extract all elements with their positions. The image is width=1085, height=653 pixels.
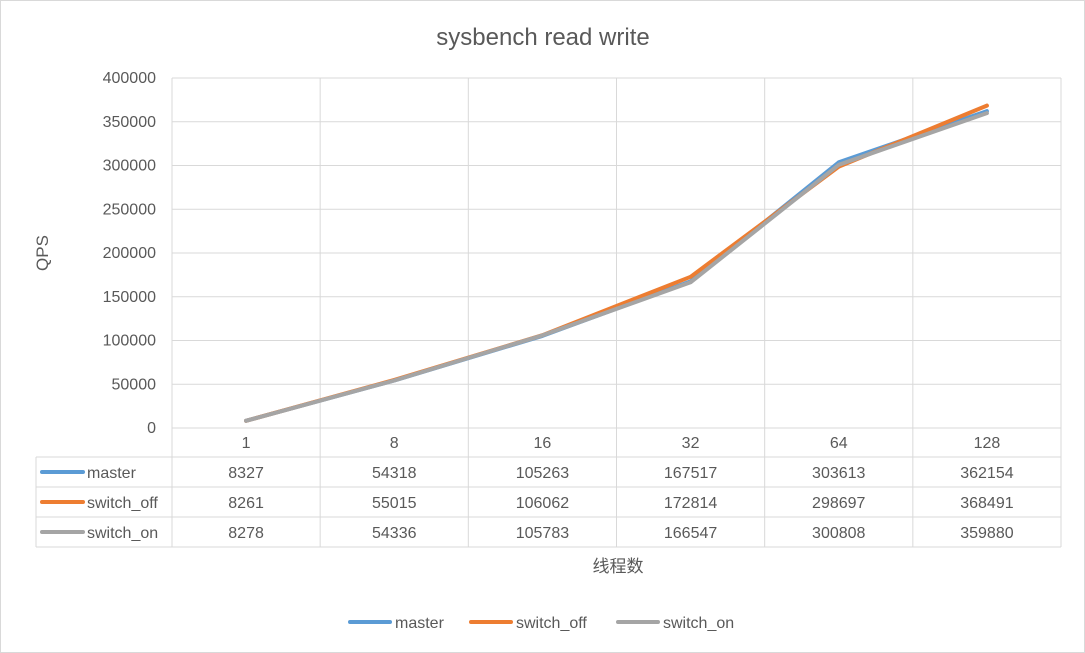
y-tick-label: 50000 [112,376,157,393]
data-table-value: 167517 [664,465,717,482]
table-series-name: switch_off [87,495,158,512]
data-table-value: 105783 [516,525,569,542]
data-point-switch_on [836,162,841,167]
data-table-value: 8261 [228,495,264,512]
x-tick-label: 8 [390,435,399,452]
data-point-switch_on [244,418,248,423]
data-table-value: 106062 [516,495,569,512]
y-tick-label: 300000 [103,158,156,175]
y-tick-label: 400000 [103,70,156,87]
data-point-switch_off [688,274,693,279]
data-table-value: 303613 [812,465,865,482]
data-table-value: 298697 [812,495,865,512]
y-axis-ticks: 0 50000 100000 150000 200000 250000 300000 3500… [103,70,156,437]
x-tick-label: 128 [974,435,1001,452]
data-table-value: 166547 [664,525,717,542]
x-tick-label: 32 [682,435,700,452]
y-tick-label: 150000 [103,289,156,306]
legend-label-switch_on: switch_on [663,615,734,632]
chart-title: sysbench read write [436,24,649,51]
table-series-name: master [87,465,137,482]
data-table-value: 300808 [812,525,865,542]
data-table-value: 8327 [228,465,264,482]
data-table: 1 8 16 32 64 128 master 8327 54318 105263 167517 30… [35,435,1061,548]
series-line-switch_on [244,111,989,423]
data-table-value: 55015 [372,495,417,512]
data-point-switch_on [985,111,989,115]
data-table-value: 54336 [372,525,417,542]
legend-label-switch_off: switch_off [516,615,587,632]
legend-label-master: master [395,615,445,632]
y-axis-label: QPS [33,235,52,271]
data-point-switch_on [392,378,397,383]
data-point-switch_on [540,333,545,338]
y-tick-label: 350000 [103,114,156,131]
x-tick-label: 16 [534,435,552,452]
y-tick-label: 250000 [103,201,156,218]
data-table-value: 54318 [372,465,417,482]
x-axis-label: 线程数 [593,557,644,576]
data-point-switch_off [985,103,989,108]
series-lines [244,103,989,423]
y-tick-label: 0 [147,420,156,437]
y-tick-label: 200000 [103,245,156,262]
table-series-name: switch_on [87,525,158,542]
data-table-value: 368491 [960,495,1013,512]
data-table-value: 172814 [664,495,717,512]
grid [171,77,1062,547]
legend: master switch_off switch_on [348,615,734,632]
x-tick-label: 64 [830,435,848,452]
data-point-switch_on [688,280,693,285]
data-table-value: 362154 [960,465,1013,482]
data-table-value: 105263 [516,465,569,482]
y-tick-label: 100000 [103,333,156,350]
data-table-value: 8278 [228,525,264,542]
data-table-value: 359880 [960,525,1013,542]
x-tick-label: 1 [242,435,251,452]
